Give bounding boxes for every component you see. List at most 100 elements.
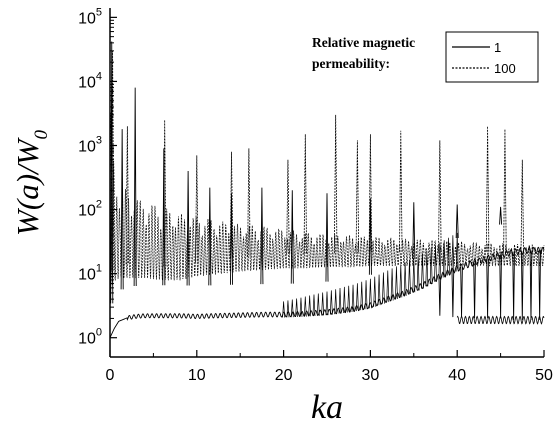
y-tick-label: 105: [78, 6, 102, 27]
series-1-oscillation: [447, 237, 450, 276]
series-1-drop: [451, 270, 455, 318]
series-100-peak: [520, 159, 525, 252]
series-100-peak: [162, 120, 167, 267]
series-1-oscillation: [286, 300, 290, 318]
series-1-oscillation: [321, 292, 325, 316]
y-axis-ticks: 100 101 102 103 104 105: [78, 6, 117, 348]
series-1-oscillation: [412, 257, 416, 293]
series-1-peak: [260, 187, 264, 285]
series-1-oscillation: [364, 280, 368, 310]
x-tick-label: 50: [535, 367, 553, 384]
series-1-oscillation: [355, 283, 359, 312]
series-1-drop: [486, 258, 489, 319]
y-tick-label: 102: [78, 199, 102, 220]
series-1-oscillation: [342, 286, 346, 314]
series-100-peak: [355, 140, 360, 253]
series-100-line: [109, 50, 545, 286]
legend-box: [445, 31, 539, 83]
series-1-peak: [162, 148, 166, 286]
legend-title-line2: permeability:: [312, 56, 390, 71]
series-1-oscillation: [438, 242, 442, 280]
plot-area: 0 10 20 30 40 50 100 101 102 103 104 105: [78, 6, 553, 384]
x-tick-label: 30: [362, 367, 380, 384]
series-1-oscillation: [416, 255, 420, 291]
series-1-oscillation: [429, 247, 433, 285]
series-100-peak: [247, 148, 251, 257]
legend-title-line1: Relative magnetic: [312, 35, 415, 50]
series-1-oscillation: [290, 299, 294, 318]
series-1-oscillation: [369, 278, 372, 309]
series-1-line: [109, 41, 545, 338]
series-1-oscillation: [451, 235, 455, 274]
series-1-drop: [460, 267, 463, 318]
series-1-peak: [208, 187, 212, 286]
series-1-oscillation: [403, 262, 407, 296]
series-1-oscillation: [325, 291, 329, 316]
series-100-peak: [399, 130, 403, 252]
series-1-oscillation: [442, 240, 446, 278]
series-1-drop: [499, 255, 502, 319]
series-1-drop: [538, 250, 541, 320]
series-100-peak: [229, 151, 234, 259]
x-tick-label: 20: [275, 367, 293, 384]
series-1-oscillation: [347, 285, 351, 313]
y-axis-title: W(a)/W0: [10, 130, 52, 236]
series-100-peak: [195, 155, 199, 263]
series-1-oscillation: [351, 284, 355, 313]
legend-label-series-100: 100: [494, 61, 516, 76]
x-axis-ticks: 0 10 20 30 40 50: [106, 350, 553, 384]
x-tick-label: 0: [106, 367, 115, 384]
series-1-peak: [120, 129, 124, 290]
y-tick-label: 100: [78, 327, 102, 348]
series-1-path: [109, 246, 545, 338]
legend: Relative magnetic permeability: 1 100: [312, 31, 539, 83]
series-1-oscillation: [390, 268, 394, 301]
series-1-oscillation: [382, 272, 385, 304]
svg-text:W(a)/W0: W(a)/W0: [10, 130, 52, 236]
x-axis-title: ka: [311, 389, 343, 426]
series-1-peak: [412, 202, 416, 259]
series-100-peak: [368, 134, 373, 252]
series-1-oscillation: [334, 289, 338, 315]
series-1-oscillation: [316, 293, 320, 316]
series-1-oscillation: [421, 253, 424, 289]
series-1-peak: [290, 190, 294, 284]
series-100-peak: [438, 140, 442, 252]
series-1-oscillation: [425, 250, 429, 287]
series-1-oscillation: [395, 266, 398, 299]
series-1-oscillation: [295, 298, 299, 318]
series-1-oscillation: [360, 281, 364, 311]
series-1-peak: [186, 170, 190, 286]
series-1-drop: [520, 251, 524, 320]
series-100-peak: [303, 134, 308, 255]
series-1-oscillation: [434, 245, 437, 282]
y-tick-label: 103: [78, 135, 102, 156]
series-1-oscillation: [455, 232, 459, 272]
y-axis-title-subscript: 0: [31, 130, 52, 140]
series-1-peak: [455, 204, 459, 239]
series-100-path: [109, 112, 545, 286]
x-tick-label: 10: [188, 367, 206, 384]
series-1-oscillation: [308, 295, 312, 317]
series-1-drop: [473, 262, 476, 319]
series-1-drop: [512, 252, 515, 320]
series-1-floor: [456, 315, 545, 325]
legend-label-series-1: 1: [494, 40, 501, 55]
series-1-peak: [325, 193, 329, 282]
series-100-peak: [286, 159, 290, 255]
series-1-oscillation: [373, 276, 377, 307]
series-1-peak: [368, 198, 372, 275]
series-1-oscillation: [312, 294, 316, 317]
y-tick-label: 104: [78, 70, 102, 91]
series-1-oscillation: [408, 260, 411, 295]
series-1-oscillation: [386, 270, 390, 303]
series-100-peak: [485, 126, 490, 252]
series-100-peak: [503, 129, 507, 252]
series-1-drop: [438, 276, 442, 316]
y-axis-title-main: W(a)/W: [10, 136, 45, 236]
series-1-peak: [133, 87, 137, 286]
series-1-drop: [529, 250, 533, 320]
series-1-peak: [230, 193, 234, 285]
x-tick-label: 40: [448, 367, 466, 384]
